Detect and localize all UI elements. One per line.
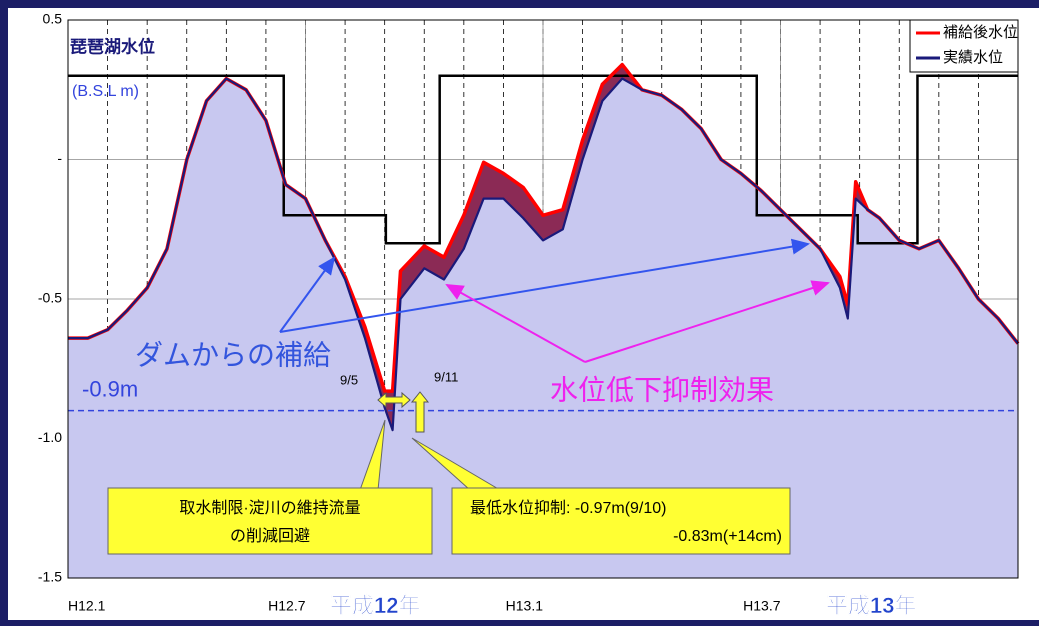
- annotation: 9/11: [434, 369, 458, 384]
- x-tick-label: H13.7: [743, 598, 781, 614]
- subtitle: (B.S.L m): [72, 83, 139, 100]
- annotation: ダムからの補給: [135, 339, 331, 370]
- plot-border: [67, 19, 1019, 579]
- y-tick-label: -1.0: [38, 429, 62, 445]
- x-tick-label: H12.7: [268, 598, 306, 614]
- chart-title: 琵琶湖水位: [70, 36, 155, 56]
- arrow: [584, 280, 830, 363]
- arrow: [279, 256, 336, 333]
- arrow: [279, 238, 810, 333]
- overlay: 取水制限·淀川の維持流量 の削減回避 最低水位抑制: -0.97m(9/10) …: [38, 11, 1019, 618]
- annotation: の削減回避: [230, 527, 310, 545]
- arrow: [377, 391, 411, 409]
- arrow: [410, 391, 430, 433]
- y-tick-label: -1.5: [38, 569, 62, 585]
- callout-box: [451, 487, 791, 555]
- series-line: [68, 77, 1019, 432]
- year-label: 平成12年: [330, 593, 420, 618]
- annotation: 最低水位抑制: -0.97m(9/10): [470, 499, 667, 517]
- area: [68, 78, 1018, 578]
- annotation: 水位低下抑制効果: [550, 374, 774, 405]
- y-tick-label: -: [57, 150, 62, 166]
- annotation: -0.83m(+14cm): [673, 528, 782, 545]
- arrow: [445, 284, 586, 363]
- y-tick-label: 0.5: [43, 11, 63, 27]
- callout-box: [107, 487, 433, 555]
- x-tick-label: H13.1: [506, 598, 544, 614]
- legend-box: [909, 19, 1019, 73]
- y-tick-label: -0.5: [38, 290, 62, 306]
- annotation: 9/5: [340, 372, 358, 387]
- legend-label: 補給後水位: [943, 24, 1018, 41]
- annotation: 取水制限·淀川の維持流量: [179, 499, 360, 517]
- reference-label: -0.9m: [82, 376, 138, 401]
- legend-label: 実績水位: [943, 49, 1003, 66]
- year-label: 平成13年: [826, 593, 916, 618]
- x-tick-label: H12.1: [68, 598, 106, 614]
